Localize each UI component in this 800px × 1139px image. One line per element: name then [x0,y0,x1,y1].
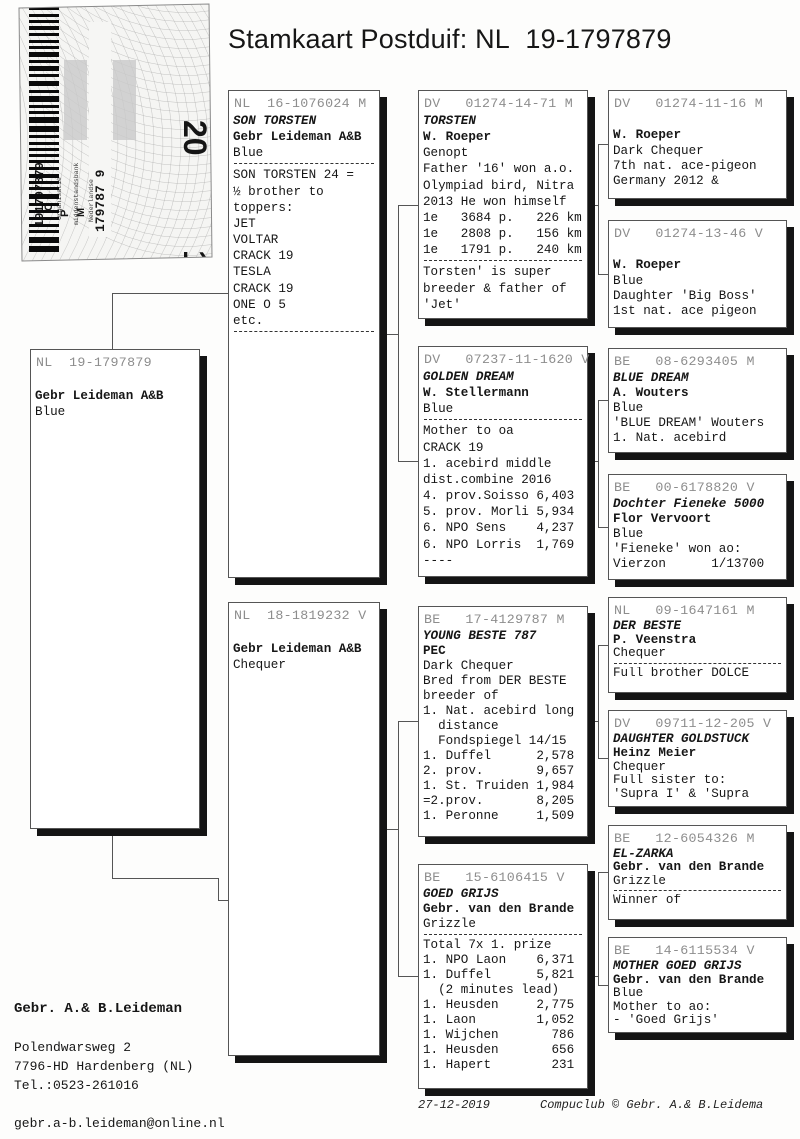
svg-text:Nederlandse: Nederlandse [88,179,95,222]
svg-text:19: 19 [177,250,213,262]
svg-text:20: 20 [177,120,213,156]
svg-text:middenstandsbank: middenstandsbank [73,162,80,225]
svg-text:179787 9: 179787 9 [93,169,108,232]
